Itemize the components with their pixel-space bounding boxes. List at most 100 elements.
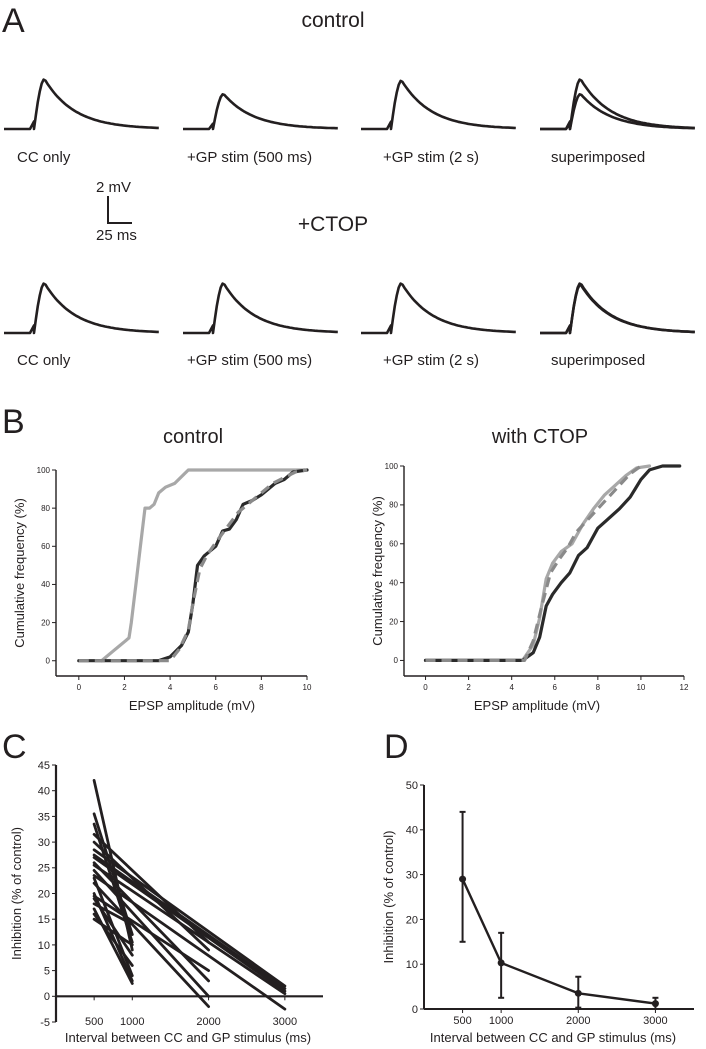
series-line-13	[92, 881, 210, 1008]
y-tick-label: -5	[40, 1017, 50, 1029]
y-tick-label: 30	[38, 837, 50, 849]
y-tick-label: 0	[44, 991, 50, 1003]
y-tick-label: 0	[46, 657, 51, 666]
inhibition-mean-chart: 0 10 20 30 40 50 500 1000 2000 3000 Interval betwe…	[381, 780, 694, 1045]
y-tick-label: 20	[389, 617, 398, 626]
epsp-trace	[361, 282, 516, 335]
panel-letter-d: D	[384, 728, 409, 766]
x-axis-label: Interval between CC and GP stimulus (ms)	[430, 1030, 676, 1045]
y-tick-label: 20	[41, 618, 50, 627]
y-tick-label: 5	[44, 965, 50, 977]
x-tick-label: 6	[214, 683, 219, 692]
trace-label-ctop-gp-500: +GP stim (500 ms)	[187, 352, 312, 369]
y-tick-label: 40	[389, 578, 398, 587]
cumulative-chart-control: control 0 20 40 60 80 100 0 2 4 6 8 10 EPSP amplitud…	[12, 426, 312, 713]
y-tick-label: 40	[41, 580, 50, 589]
panel-a-traces: control +CTOP CC only +GP stim (500 ms) …	[4, 9, 695, 369]
x-tick-label: 2	[122, 683, 127, 692]
series-line-5	[92, 848, 287, 988]
epsp-trace	[361, 79, 516, 131]
x-tick-label: 1000	[120, 1016, 144, 1028]
epsp-trace	[4, 282, 159, 335]
series-line-20	[92, 917, 134, 947]
y-tick-label: 15	[38, 914, 50, 926]
x-tick-label: 3000	[643, 1015, 667, 1027]
x-tick-label: 6	[553, 683, 558, 692]
epsp-trace	[540, 282, 695, 335]
trace-label-control-superimposed: superimposed	[551, 149, 645, 166]
trace-label-control-cc-only: CC only	[17, 149, 71, 166]
y-tick-label: 35	[38, 811, 50, 823]
trace-label-ctop-superimposed: superimposed	[551, 352, 645, 369]
x-axis-label: EPSP amplitude (mV)	[129, 698, 255, 713]
y-tick-label: 80	[389, 501, 398, 510]
series-line-15	[92, 894, 210, 972]
y-tick-label: 100	[37, 466, 51, 475]
x-tick-label: 0	[77, 683, 82, 692]
chart-title: control	[163, 426, 223, 448]
series-line-1	[92, 812, 134, 936]
y-axis-label: Cumulative frequency (%)	[12, 498, 27, 648]
data-point	[651, 1000, 659, 1008]
x-axis-label: Interval between CC and GP stimulus (ms)	[65, 1030, 311, 1045]
row-title-ctop: +CTOP	[298, 213, 368, 236]
series-line-6	[92, 853, 287, 990]
series-line-2	[78, 468, 308, 663]
series-line-9	[92, 863, 287, 996]
series-line-8	[92, 861, 210, 983]
series-line-0	[461, 877, 657, 1005]
y-tick-label: 10	[406, 959, 418, 971]
y-tick-label: 50	[406, 780, 418, 792]
x-tick-label: 500	[85, 1016, 103, 1028]
epsp-trace	[540, 78, 695, 131]
y-tick-label: 100	[385, 462, 399, 471]
y-tick-label: 60	[389, 540, 398, 549]
y-axis-label: Inhibition (% of control)	[9, 827, 24, 960]
epsp-trace	[183, 93, 338, 131]
series-line-0	[100, 468, 309, 663]
x-tick-label: 4	[168, 683, 173, 692]
trace-label-control-gp-2s: +GP stim (2 s)	[383, 149, 479, 166]
data-point	[574, 989, 582, 997]
data-point	[459, 875, 467, 883]
y-axis-label: Cumulative frequency (%)	[370, 496, 385, 646]
y-tick-label: 0	[412, 1004, 418, 1016]
epsp-trace	[4, 78, 159, 131]
series-line-11	[92, 874, 287, 1011]
data-point	[497, 959, 505, 967]
series-line-17	[92, 902, 134, 926]
y-axis-label: Inhibition (% of control)	[381, 831, 396, 964]
panel-letter-a: A	[2, 2, 25, 40]
epsp-trace	[540, 283, 695, 335]
series-line-0	[423, 464, 652, 662]
scale-bar	[107, 196, 132, 224]
y-tick-label: 80	[41, 504, 50, 513]
y-tick-label: 20	[38, 888, 50, 900]
trace-label-ctop-gp-2s: +GP stim (2 s)	[383, 352, 479, 369]
row-title-control: control	[301, 9, 364, 32]
series-line-2	[425, 464, 642, 662]
x-tick-label: 3000	[273, 1016, 297, 1028]
y-tick-label: 25	[38, 863, 50, 875]
cumulative-chart-ctop: with CTOP 0 20 40 60 80 100 0 2 4 6 8 10 12 EPSP ampl…	[370, 426, 689, 713]
series-line-7	[92, 856, 287, 993]
x-axis-label: EPSP amplitude (mV)	[474, 698, 600, 713]
y-tick-label: 10	[38, 940, 50, 952]
x-tick-label: 12	[680, 683, 689, 692]
x-tick-label: 2000	[196, 1016, 220, 1028]
inhibition-pairs-chart: -5 0 5 10 15 20 25 30 35 40 45 500 1000 2000 3000 Inter…	[9, 760, 323, 1045]
series-line-1	[423, 464, 682, 662]
epsp-trace	[183, 282, 338, 335]
x-tick-label: 10	[636, 683, 645, 692]
scale-bar-time-label: 25 ms	[96, 227, 137, 244]
x-tick-label: 8	[259, 683, 264, 692]
series-line-1	[77, 468, 309, 663]
x-tick-label: 500	[453, 1015, 471, 1027]
x-tick-label: 2000	[566, 1015, 590, 1027]
y-tick-label: 40	[38, 786, 50, 798]
y-tick-label: 20	[406, 914, 418, 926]
trace-label-ctop-cc-only: CC only	[17, 352, 71, 369]
trace-label-control-gp-500: +GP stim (500 ms)	[187, 149, 312, 166]
panel-letter-c: C	[2, 728, 27, 766]
